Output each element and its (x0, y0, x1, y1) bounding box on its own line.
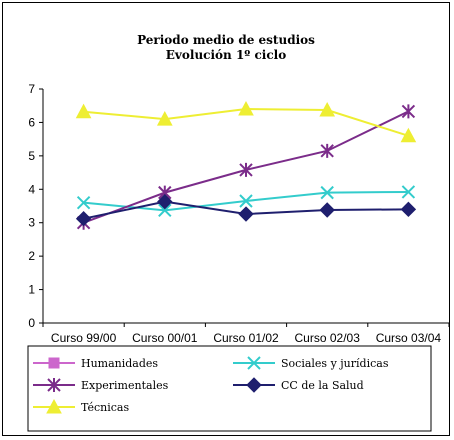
legend-label: CC de la Salud (281, 379, 364, 392)
marker-diamond (319, 202, 335, 218)
marker-square (48, 357, 60, 369)
legend-label: Experimentales (81, 379, 169, 392)
y-tick-label: 4 (28, 182, 35, 196)
legend: Humanidades Sociales y jurídicas Experimen… (33, 356, 389, 414)
chart-frame: Periodo medio de estudios Evolución 1º c… (2, 2, 450, 436)
marker-x (76, 195, 91, 210)
x-tick-label: Curso 99/00 (51, 331, 117, 345)
line-chart: Periodo medio de estudios Evolución 1º c… (27, 33, 449, 432)
marker-diamond (246, 377, 262, 393)
x-tick-label: Curso 02/03 (295, 331, 361, 345)
y-tick-label: 2 (28, 249, 35, 263)
marker-star (401, 104, 416, 119)
x-tick-label: Curso 00/01 (132, 331, 198, 345)
legend-label: Sociales y jurídicas (281, 357, 389, 370)
marker-x (239, 194, 253, 208)
y-tick-label: 7 (28, 82, 35, 96)
y-tick-label: 3 (28, 216, 35, 230)
marker-diamond (75, 210, 92, 227)
legend-box (27, 345, 432, 432)
marker-diamond (157, 193, 173, 210)
axes: 0 1 2 3 4 5 6 7 Curso 99/00 Curso 00/01 Curso 01/0… (28, 82, 449, 345)
marker-triangle (400, 127, 417, 143)
y-tick-label: 5 (28, 149, 35, 163)
chart-title: Periodo medio de estudios (137, 33, 315, 47)
marker-triangle (75, 103, 92, 119)
y-tick-label: 1 (28, 283, 35, 297)
marker-diamond (400, 201, 417, 218)
chart-subtitle: Evolución 1º ciclo (166, 48, 286, 62)
y-tick-label: 6 (28, 115, 35, 129)
marker-diamond (238, 206, 254, 222)
marker-x (247, 356, 261, 370)
x-tick-label: Curso 01/02 (213, 331, 279, 345)
x-tick-label: Curso 03/04 (376, 331, 442, 345)
marker-x (401, 185, 416, 199)
marker-triangle (319, 102, 336, 117)
y-tick-label: 0 (28, 316, 35, 330)
marker-triangle (156, 111, 173, 126)
marker-triangle (238, 101, 254, 116)
marker-star (239, 162, 253, 177)
marker-x (320, 185, 334, 200)
marker-x (158, 203, 172, 218)
marker-star (47, 378, 61, 392)
marker-star (320, 143, 334, 158)
legend-label: Humanidades (81, 357, 158, 370)
marker-triangle (46, 398, 62, 414)
legend-label: Técnicas (81, 401, 129, 414)
series-group (75, 101, 417, 230)
